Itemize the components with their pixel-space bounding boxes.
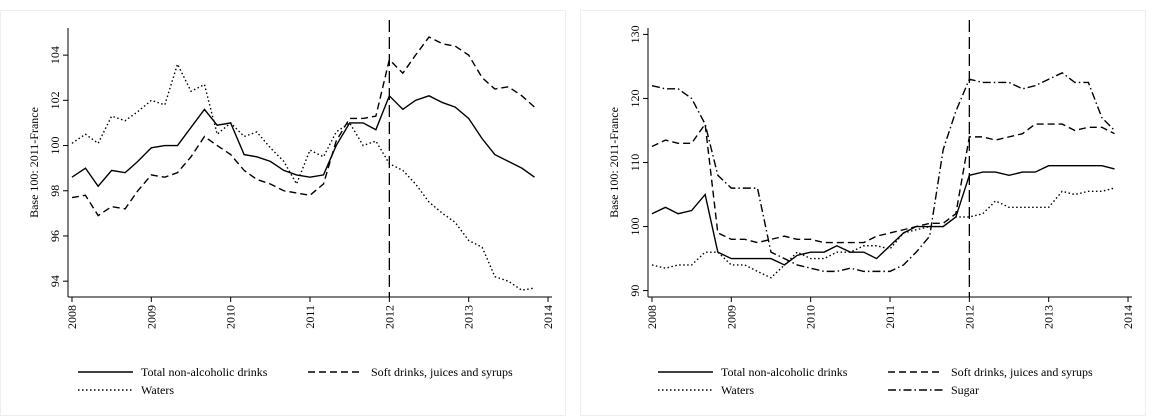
x-tick-label: 2011 — [883, 305, 897, 329]
x-tick-label: 2008 — [65, 305, 79, 329]
x-tick-label: 2013 — [1042, 305, 1056, 329]
series-line — [71, 94, 535, 188]
x-tick-label: 2008 — [645, 305, 659, 329]
legend-label: Total non-alcoholic drinks — [141, 365, 268, 379]
y-tick-label: 90 — [628, 285, 642, 297]
y-tick-label: 104 — [48, 46, 62, 64]
y-tick-label: 102 — [48, 91, 62, 109]
legend-label: Waters — [721, 383, 754, 397]
legend-label: Total non-alcoholic drinks — [721, 365, 848, 379]
series-line — [71, 62, 535, 291]
chart: 94 96 98 100 102 104 2008 2009 2010 2011 2012 2013 2… — [0, 10, 566, 416]
y-tick-label: 120 — [628, 89, 642, 107]
series-line — [651, 72, 1116, 273]
series-line — [71, 36, 536, 217]
x-tick-label: 2009 — [724, 305, 738, 329]
legend-label: Sugar — [951, 383, 979, 397]
series-line — [651, 165, 1115, 266]
y-tick-label: 110 — [628, 154, 642, 172]
x-tick-label: 2012 — [382, 305, 396, 329]
series-line — [651, 122, 1115, 244]
y-axis-label: Base 100: 2011-France — [27, 107, 41, 218]
x-tick-label: 2014 — [541, 305, 555, 329]
panel-frame — [580, 10, 1146, 416]
legend-label: Waters — [141, 383, 174, 397]
y-tick-label: 94 — [48, 275, 62, 287]
x-tick-label: 2011 — [303, 305, 317, 329]
panel-frame — [0, 10, 566, 416]
chart: 90 100 110 120 130 2008 2009 2010 2011 2012 2013 20… — [580, 10, 1146, 416]
y-tick-label: 96 — [48, 230, 62, 242]
series-line — [651, 187, 1115, 279]
y-tick-label: 100 — [48, 137, 62, 155]
x-tick-label: 2009 — [144, 305, 158, 329]
y-tick-label: 130 — [628, 25, 642, 43]
y-axis-label: Base 100: 2011-France — [607, 107, 621, 218]
x-tick-label: 2013 — [462, 305, 476, 329]
x-tick-label: 2014 — [1121, 305, 1135, 329]
x-tick-label: 2010 — [804, 305, 818, 329]
legend-label: Soft drinks, juices and syrups — [371, 365, 513, 379]
y-tick-label: 100 — [628, 218, 642, 236]
y-tick-label: 98 — [48, 185, 62, 197]
x-tick-label: 2010 — [224, 305, 238, 329]
legend-label: Soft drinks, juices and syrups — [951, 365, 1093, 379]
x-tick-label: 2012 — [962, 305, 976, 329]
